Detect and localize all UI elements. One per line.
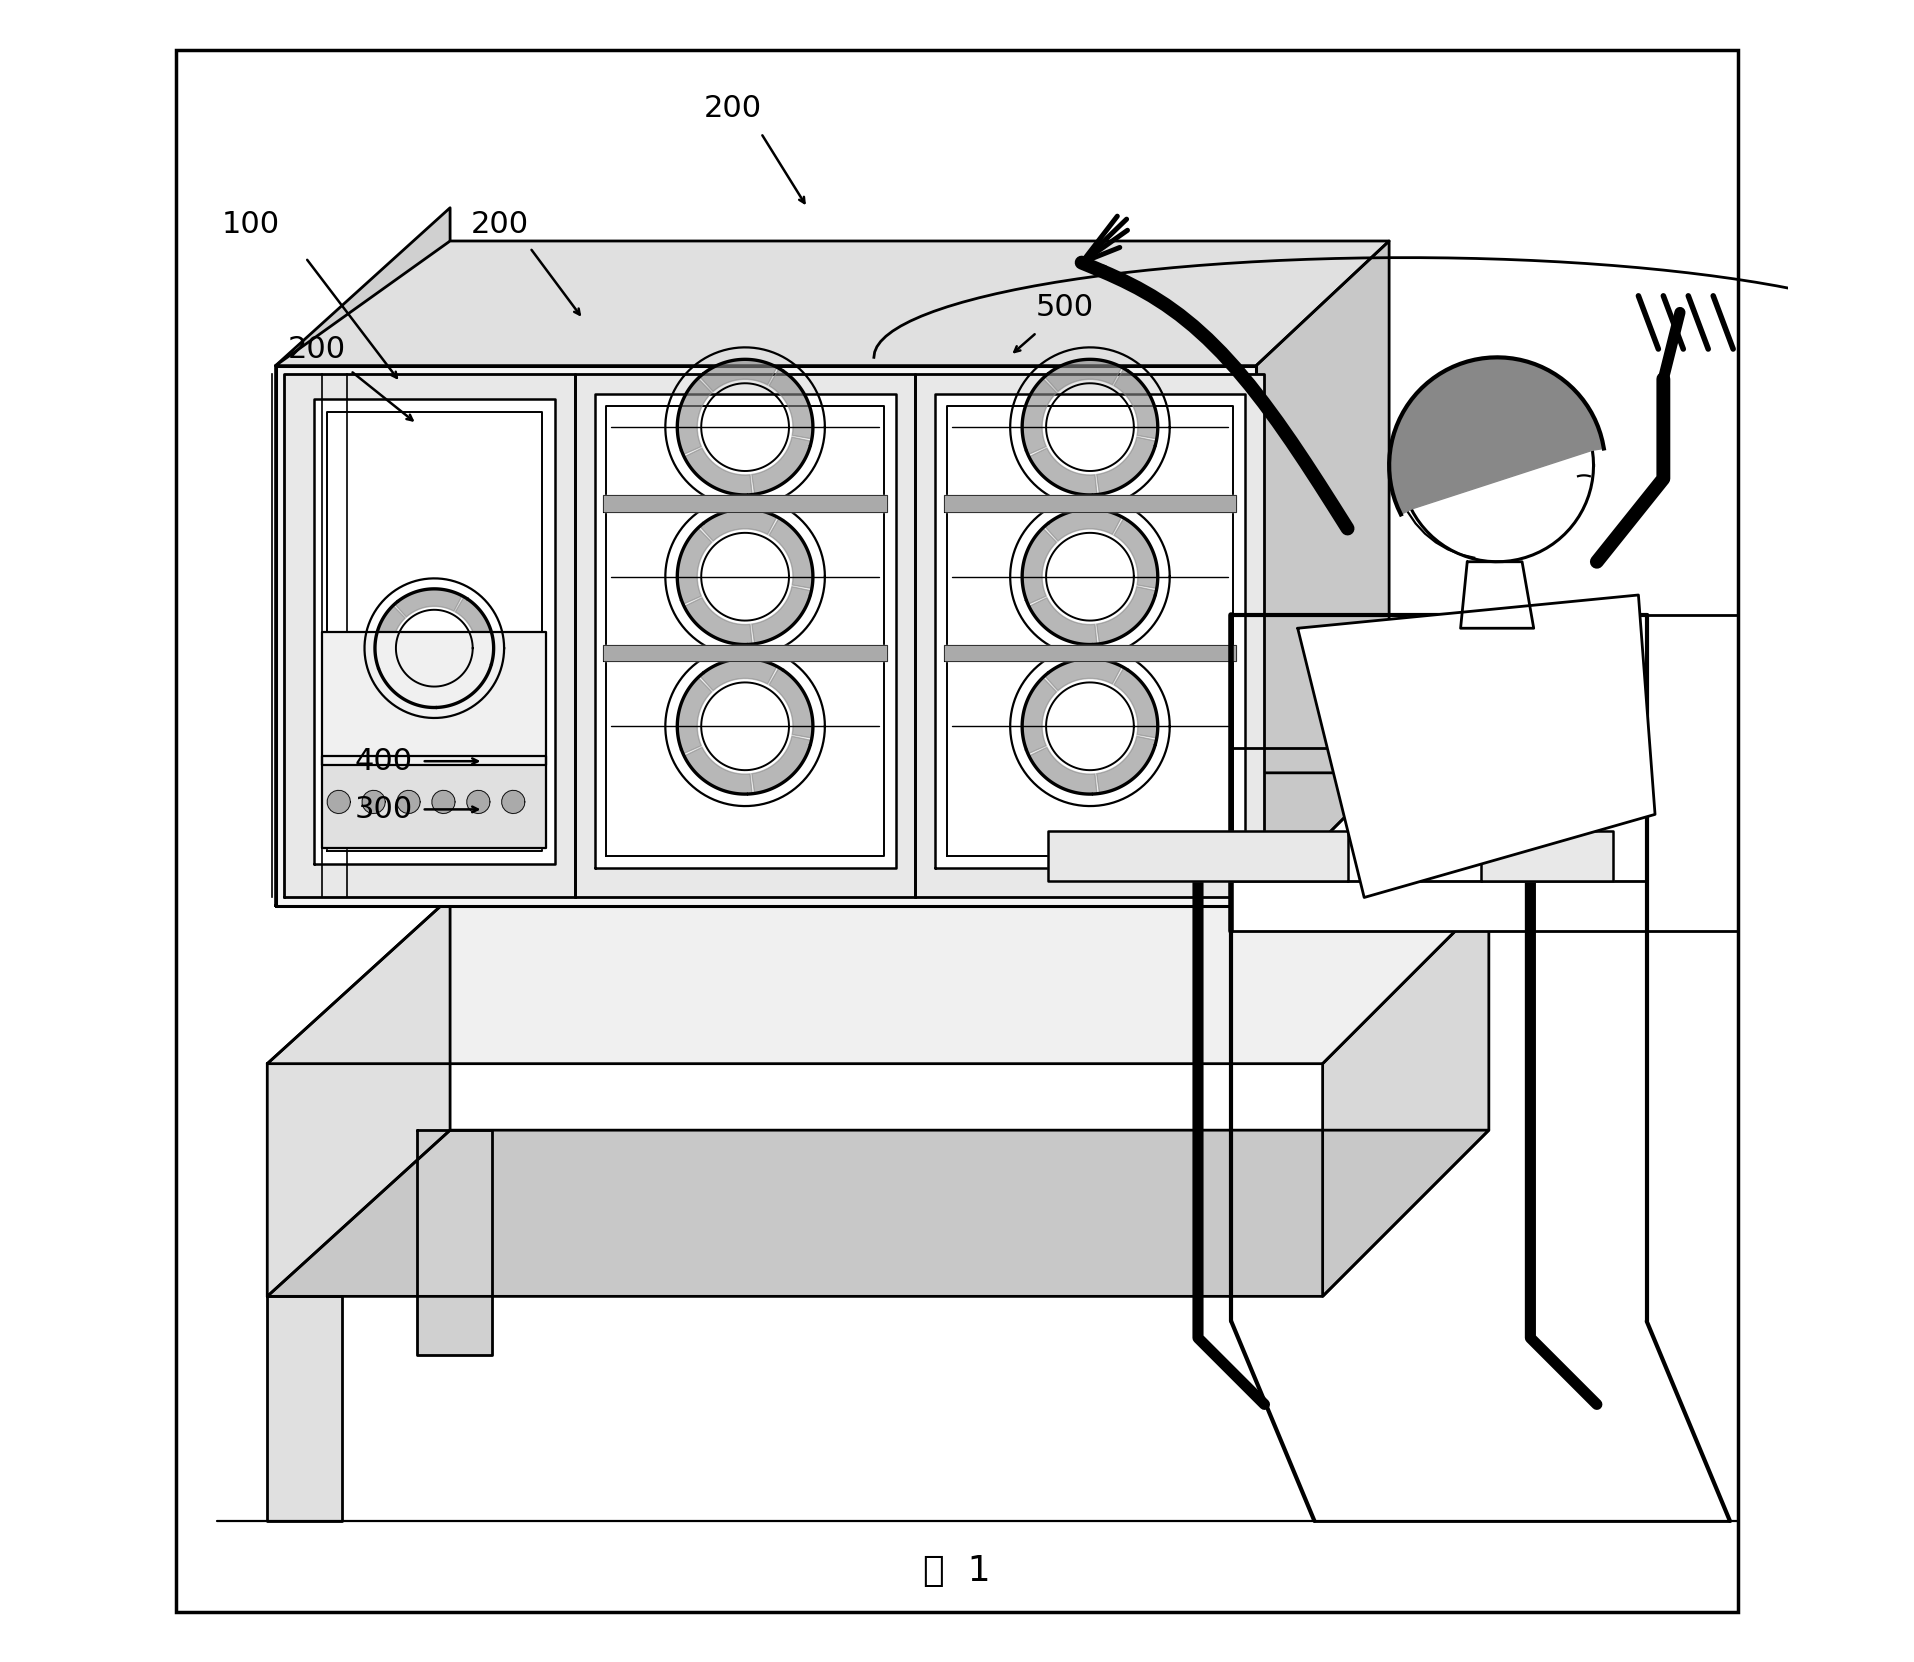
Polygon shape	[440, 656, 492, 706]
Text: 400: 400	[354, 746, 413, 776]
Polygon shape	[603, 645, 888, 661]
Polygon shape	[1481, 831, 1614, 881]
Polygon shape	[574, 374, 915, 897]
Polygon shape	[1022, 678, 1057, 755]
Polygon shape	[456, 597, 494, 658]
Polygon shape	[268, 897, 1489, 1064]
Polygon shape	[678, 678, 712, 755]
Polygon shape	[944, 495, 1236, 512]
Polygon shape	[394, 588, 461, 617]
Polygon shape	[936, 394, 1244, 868]
Polygon shape	[276, 366, 1256, 906]
Text: 200: 200	[289, 334, 346, 364]
Polygon shape	[501, 791, 524, 813]
Polygon shape	[381, 666, 440, 708]
Text: 300: 300	[354, 794, 413, 824]
Polygon shape	[1097, 587, 1156, 643]
Polygon shape	[1231, 881, 1646, 931]
Polygon shape	[283, 374, 574, 897]
Polygon shape	[1045, 509, 1122, 542]
Polygon shape	[1030, 449, 1097, 495]
Polygon shape	[769, 519, 813, 588]
Polygon shape	[752, 437, 812, 494]
Polygon shape	[1256, 241, 1390, 906]
Polygon shape	[701, 359, 777, 392]
Polygon shape	[1390, 357, 1604, 515]
Polygon shape	[1298, 595, 1656, 897]
Polygon shape	[769, 369, 813, 439]
Polygon shape	[1030, 598, 1097, 645]
Polygon shape	[1097, 437, 1156, 494]
Polygon shape	[1097, 736, 1156, 793]
Polygon shape	[678, 379, 712, 455]
Polygon shape	[769, 668, 813, 738]
Polygon shape	[1114, 369, 1158, 439]
Polygon shape	[1030, 748, 1097, 794]
Polygon shape	[362, 791, 385, 813]
Polygon shape	[375, 605, 406, 673]
Polygon shape	[944, 645, 1236, 661]
Polygon shape	[276, 241, 1390, 366]
Polygon shape	[268, 1296, 343, 1521]
Text: 500: 500	[1035, 293, 1095, 322]
Polygon shape	[276, 773, 1390, 906]
Polygon shape	[1022, 379, 1057, 455]
Polygon shape	[1045, 658, 1122, 691]
Polygon shape	[433, 791, 456, 813]
Polygon shape	[327, 791, 350, 813]
Polygon shape	[396, 791, 421, 813]
Polygon shape	[1114, 668, 1158, 738]
Polygon shape	[1045, 359, 1122, 392]
Polygon shape	[268, 1130, 1489, 1296]
Polygon shape	[268, 897, 450, 1296]
Polygon shape	[603, 495, 888, 512]
Polygon shape	[683, 598, 752, 645]
Polygon shape	[683, 748, 752, 794]
Polygon shape	[467, 791, 490, 813]
Polygon shape	[314, 399, 555, 864]
Polygon shape	[678, 529, 712, 605]
Polygon shape	[595, 394, 896, 868]
Polygon shape	[322, 632, 547, 765]
Text: 200: 200	[704, 93, 762, 123]
Polygon shape	[1460, 562, 1533, 628]
Polygon shape	[752, 736, 812, 793]
Polygon shape	[1323, 897, 1489, 1296]
Text: 100: 100	[222, 209, 279, 239]
Polygon shape	[701, 509, 777, 542]
Polygon shape	[417, 1130, 492, 1355]
Polygon shape	[915, 374, 1265, 897]
Text: 图  1: 图 1	[923, 1554, 991, 1587]
Polygon shape	[683, 449, 752, 495]
Text: 200: 200	[471, 209, 528, 239]
Polygon shape	[752, 587, 812, 643]
Polygon shape	[276, 208, 450, 906]
Polygon shape	[1114, 519, 1158, 588]
Polygon shape	[322, 756, 547, 848]
Polygon shape	[701, 658, 777, 691]
Polygon shape	[1049, 831, 1347, 881]
Polygon shape	[1401, 369, 1594, 562]
Polygon shape	[1022, 529, 1057, 605]
